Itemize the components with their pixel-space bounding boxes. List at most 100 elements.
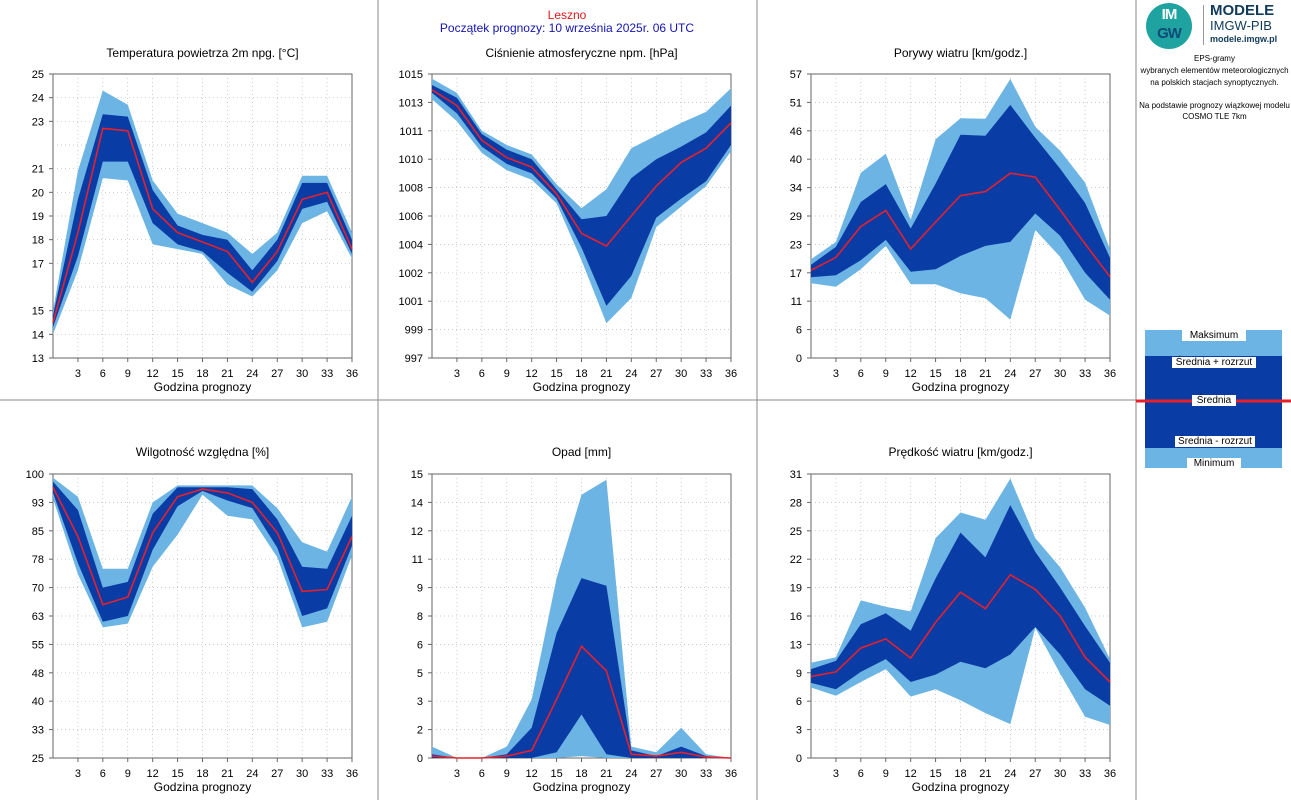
- info-line-1: EPS-gramy: [1194, 54, 1235, 63]
- y-tick-label: 3: [796, 725, 802, 737]
- x-axis-label: Godzina prognozy: [154, 780, 251, 794]
- x-tick-label: 12: [526, 768, 538, 780]
- y-tick-label: 1001: [399, 296, 423, 308]
- x-tick-label: 36: [346, 368, 358, 380]
- x-tick-label: 24: [246, 368, 258, 380]
- chart-title: Opad [mm]: [552, 445, 611, 459]
- spread-band: [811, 104, 1110, 300]
- y-tick-label: 12: [411, 526, 423, 538]
- x-tick-label: 3: [454, 768, 460, 780]
- x-tick-label: 21: [600, 768, 612, 780]
- y-tick-label: 11: [412, 554, 423, 566]
- logo-mark-top: IM: [1161, 6, 1178, 23]
- x-tick-label: 24: [1004, 368, 1016, 380]
- x-axis-label: Godzina prognozy: [533, 780, 630, 794]
- x-tick-label: 15: [929, 768, 941, 780]
- y-tick-label: 23: [32, 116, 44, 128]
- y-tick-label: 85: [32, 526, 44, 538]
- x-tick-label: 15: [171, 768, 183, 780]
- logo-mark-bottom: GW: [1157, 25, 1182, 42]
- y-tick-label: 11: [791, 296, 802, 308]
- x-tick-label: 6: [479, 368, 485, 380]
- x-axis-label: Godzina prognozy: [912, 780, 1009, 794]
- y-tick-label: 6: [417, 639, 423, 651]
- forecast-start: Początek prognozy: 10 września 2025r. 06…: [440, 21, 694, 35]
- x-tick-label: 27: [1029, 768, 1041, 780]
- legend-label-mean: Średnia: [1192, 395, 1236, 406]
- y-tick-label: 17: [790, 268, 802, 280]
- x-tick-label: 12: [526, 368, 538, 380]
- x-tick-label: 3: [833, 768, 839, 780]
- y-tick-label: 18: [32, 235, 44, 247]
- y-tick-label: 1004: [399, 239, 423, 251]
- x-tick-label: 36: [725, 768, 737, 780]
- x-tick-label: 18: [954, 368, 966, 380]
- chart-title: Wilgotność względna [%]: [136, 445, 269, 459]
- y-tick-label: 100: [26, 469, 44, 481]
- x-tick-label: 36: [346, 768, 358, 780]
- chart-title: Prędkość wiatru [km/godz.]: [888, 445, 1032, 459]
- y-tick-label: 29: [790, 211, 802, 223]
- x-tick-label: 6: [858, 368, 864, 380]
- x-tick-label: 36: [1104, 768, 1116, 780]
- y-tick-label: 0: [796, 753, 802, 765]
- y-tick-label: 9: [796, 668, 802, 680]
- y-tick-label: 17: [32, 258, 44, 270]
- x-tick-label: 30: [1054, 768, 1066, 780]
- y-tick-label: 16: [790, 611, 802, 623]
- y-tick-label: 93: [32, 497, 44, 509]
- x-tick-label: 15: [171, 368, 183, 380]
- x-tick-label: 27: [650, 368, 662, 380]
- y-tick-label: 22: [790, 554, 802, 566]
- x-tick-label: 30: [675, 368, 687, 380]
- x-tick-label: 24: [625, 768, 637, 780]
- y-tick-label: 24: [32, 93, 44, 105]
- x-tick-label: 21: [600, 368, 612, 380]
- y-tick-label: 51: [790, 97, 802, 109]
- x-tick-label: 12: [147, 368, 159, 380]
- info-line-3: na polskich stacjach synoptycznych.: [1150, 78, 1279, 87]
- x-tick-label: 21: [979, 768, 991, 780]
- x-tick-label: 24: [1004, 768, 1016, 780]
- x-tick-label: 15: [550, 368, 562, 380]
- y-tick-label: 25: [790, 526, 802, 538]
- minmax-band: [432, 78, 731, 324]
- x-tick-label: 18: [575, 768, 587, 780]
- spread-band: [432, 85, 731, 306]
- x-tick-label: 12: [147, 768, 159, 780]
- x-tick-label: 33: [700, 368, 712, 380]
- mean-line: [52, 486, 353, 606]
- x-tick-label: 15: [550, 768, 562, 780]
- y-tick-label: 14: [32, 329, 44, 341]
- mean-line: [52, 127, 353, 323]
- x-tick-label: 33: [1079, 368, 1091, 380]
- y-tick-label: 13: [790, 639, 802, 651]
- x-axis-label: Godzina prognozy: [912, 380, 1009, 394]
- legend-label-lower: Średnia - rozrzut: [1175, 436, 1255, 447]
- x-tick-label: 6: [100, 368, 106, 380]
- y-tick-label: 1002: [399, 268, 423, 280]
- info-line-2: wybranych elementów meteorologicznych: [1140, 66, 1289, 75]
- x-tick-label: 33: [700, 768, 712, 780]
- y-tick-label: 999: [405, 325, 423, 337]
- y-tick-label: 5: [417, 668, 423, 680]
- x-tick-label: 36: [1104, 368, 1116, 380]
- y-tick-label: 0: [417, 753, 423, 765]
- logo-subtitle: IMGW-PIB: [1210, 18, 1272, 33]
- logo-separator: [1203, 5, 1204, 45]
- x-tick-label: 18: [575, 368, 587, 380]
- x-tick-label: 12: [905, 368, 917, 380]
- y-tick-label: 57: [790, 69, 802, 81]
- y-tick-label: 6: [796, 325, 802, 337]
- x-tick-label: 9: [883, 768, 889, 780]
- x-tick-label: 6: [100, 768, 106, 780]
- x-tick-label: 9: [504, 368, 510, 380]
- legend-label-max: Maksimum: [1182, 330, 1246, 341]
- chart-title: Temperatura powietrza 2m npg. [°C]: [106, 46, 298, 60]
- x-tick-label: 27: [271, 368, 283, 380]
- info-line-4: Na podstawie prognozy wiązkowej modelu: [1139, 101, 1290, 110]
- x-tick-label: 9: [125, 768, 131, 780]
